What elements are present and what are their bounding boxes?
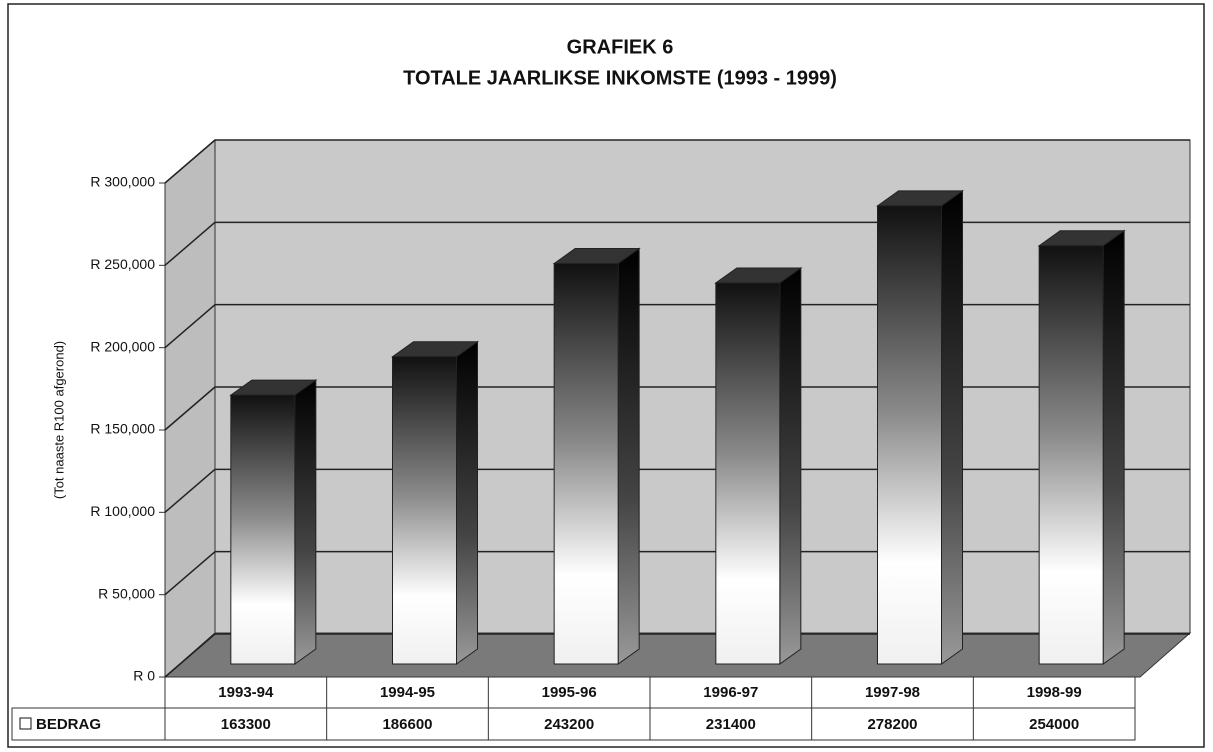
bar	[552, 247, 641, 665]
x-tick-label: 1994-95	[380, 684, 435, 701]
grid-line	[164, 468, 216, 513]
y-tick-label: R 100,000	[90, 503, 155, 519]
bar-side	[1102, 229, 1125, 665]
bar	[714, 266, 803, 665]
bar-front	[715, 282, 781, 665]
legend-swatch	[19, 717, 32, 730]
y-tick-label: R 0	[133, 668, 155, 684]
bar-front	[553, 263, 619, 665]
y-tick-label: R 150,000	[90, 421, 155, 437]
x-tick-label: 1997-98	[865, 684, 920, 701]
table-value: 231400	[706, 716, 756, 733]
bar-front	[230, 394, 296, 665]
chart-subtitle: TOTALE JAARLIKSE INKOMSTE (1993 - 1999)	[403, 67, 837, 89]
y-tick-label: R 250,000	[90, 256, 155, 272]
y-tick-label: R 200,000	[90, 338, 155, 354]
bar-side	[779, 266, 802, 665]
x-tick-label: 1993-94	[218, 684, 274, 701]
bar-side	[294, 379, 317, 665]
bar	[229, 379, 318, 665]
table-value: 278200	[867, 716, 917, 733]
table-value: 254000	[1029, 716, 1079, 733]
x-tick-label: 1995-96	[542, 684, 597, 701]
bar-front	[1038, 245, 1104, 665]
grid-line	[164, 386, 216, 431]
grid-line	[164, 304, 216, 349]
table-value: 186600	[382, 716, 432, 733]
bar	[875, 189, 965, 665]
grid-line	[164, 139, 216, 184]
floor	[163, 632, 1192, 678]
grid-line	[164, 221, 216, 266]
bar-side	[617, 247, 640, 665]
grid-line	[164, 551, 216, 596]
y-tick-label: R 50,000	[98, 585, 155, 601]
bar-side	[456, 340, 478, 665]
bar-front	[392, 356, 457, 665]
y-tick-label: R 300,000	[90, 174, 155, 190]
grid-line	[164, 633, 216, 678]
x-tick-label: 1996-97	[703, 684, 758, 701]
x-tick-label: 1998-99	[1027, 684, 1082, 701]
table-value: 243200	[544, 716, 594, 733]
bar	[1037, 229, 1126, 665]
bar-side	[941, 189, 963, 665]
table-value: 163300	[221, 716, 271, 733]
chart-title: GRAFIEK 6	[567, 36, 674, 58]
bar	[390, 340, 480, 665]
legend-label: BEDRAG	[36, 716, 101, 733]
bar-front	[877, 205, 942, 665]
y-axis-label: (Tot naaste R100 afgerond)	[51, 341, 66, 499]
table-row	[11, 707, 1136, 741]
